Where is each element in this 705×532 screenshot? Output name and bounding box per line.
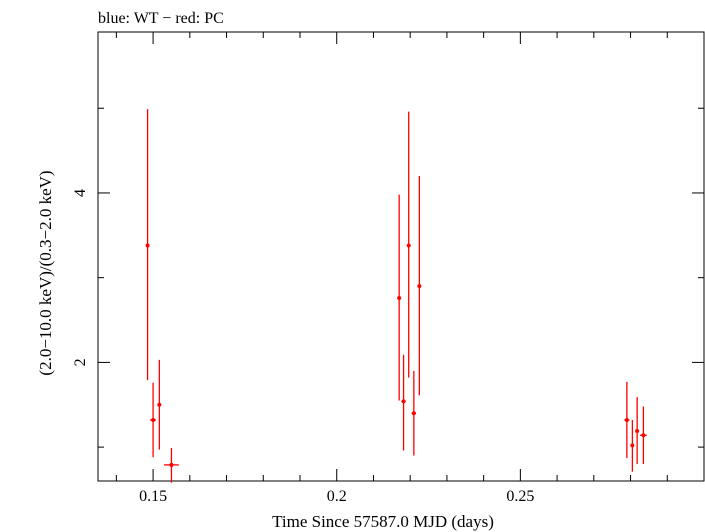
y-axis-label: (2.0−10.0 keV)/(0.3−2.0 keV) — [36, 170, 55, 375]
point-marker — [641, 433, 646, 438]
point-marker — [417, 284, 422, 289]
data-point — [417, 176, 422, 396]
point-marker — [157, 402, 162, 407]
axis-tick-labels: 0.15 0.2 0.25 2 4 — [72, 189, 534, 505]
point-marker — [630, 443, 635, 448]
y-tick-label: 4 — [72, 189, 89, 197]
y-tick-label: 2 — [72, 358, 89, 366]
axis-ticks — [98, 32, 704, 481]
plot-frame — [97, 31, 705, 482]
data-point — [411, 370, 417, 456]
data-point — [145, 109, 150, 381]
point-marker — [145, 243, 150, 248]
data-points — [145, 109, 647, 483]
data-point — [630, 420, 635, 472]
chart-title: blue: WT − red: PC — [98, 10, 224, 27]
point-marker — [624, 418, 629, 423]
x-tick-label: 0.2 — [327, 488, 347, 505]
point-marker — [397, 296, 402, 301]
point-marker — [151, 418, 156, 423]
point-marker — [406, 243, 411, 248]
point-marker — [411, 411, 416, 416]
x-tick-label: 0.15 — [139, 488, 167, 505]
x-axis-label: Time Since 57587.0 MJD (days) — [272, 512, 494, 531]
data-point — [164, 447, 179, 483]
point-marker — [635, 429, 640, 434]
point-marker — [169, 462, 174, 467]
data-point — [397, 194, 402, 401]
point-marker — [401, 399, 406, 404]
data-point — [150, 382, 157, 458]
x-tick-label: 0.25 — [506, 488, 534, 505]
data-point — [640, 406, 647, 465]
data-point — [635, 397, 640, 465]
data-point — [157, 359, 162, 450]
data-point — [401, 354, 406, 451]
data-point — [624, 381, 630, 459]
data-point — [406, 111, 411, 378]
